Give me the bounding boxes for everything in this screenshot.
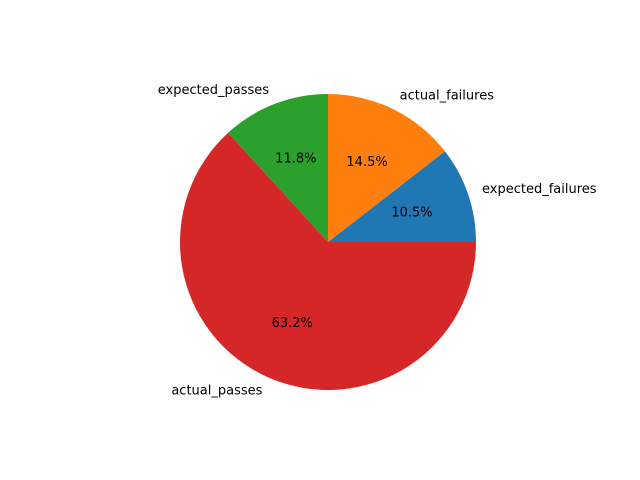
pie-slice-expected-passes [228,94,328,242]
slice-label-actual-passes: actual_passes [171,384,262,399]
pie-slice-actual-failures [328,94,445,242]
pct-label-actual-passes: 63.2% [272,316,313,331]
pct-label-expected-passes: 11.8% [275,152,316,167]
slice-label-expected-failures: expected_failures [482,182,597,197]
slice-label-expected-passes: expected_passes [158,83,269,98]
pie-slice-expected-failures [328,151,476,242]
pie-slices [180,94,477,390]
pct-label-expected-failures: 10.5% [391,206,432,221]
slice-label-actual-failures: actual_failures [400,88,495,103]
pie-slice-actual-passes [180,132,477,390]
pie-labels: 10.5% expected_failures 14.5% actual_failur… [158,83,597,399]
pct-label-actual-failures: 14.5% [346,155,387,170]
